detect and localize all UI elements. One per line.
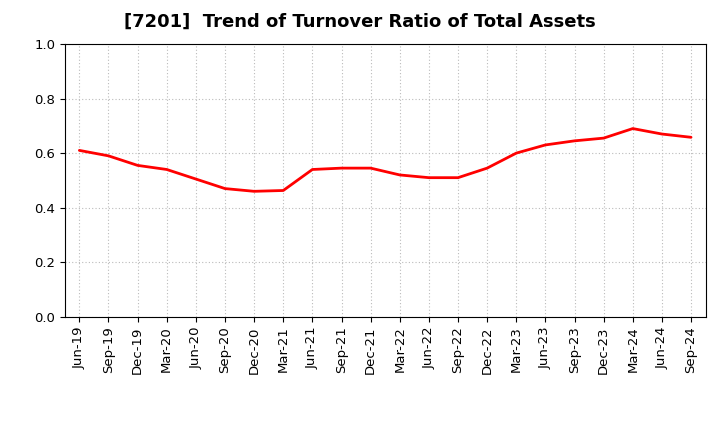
- Text: [7201]  Trend of Turnover Ratio of Total Assets: [7201] Trend of Turnover Ratio of Total …: [124, 13, 596, 31]
